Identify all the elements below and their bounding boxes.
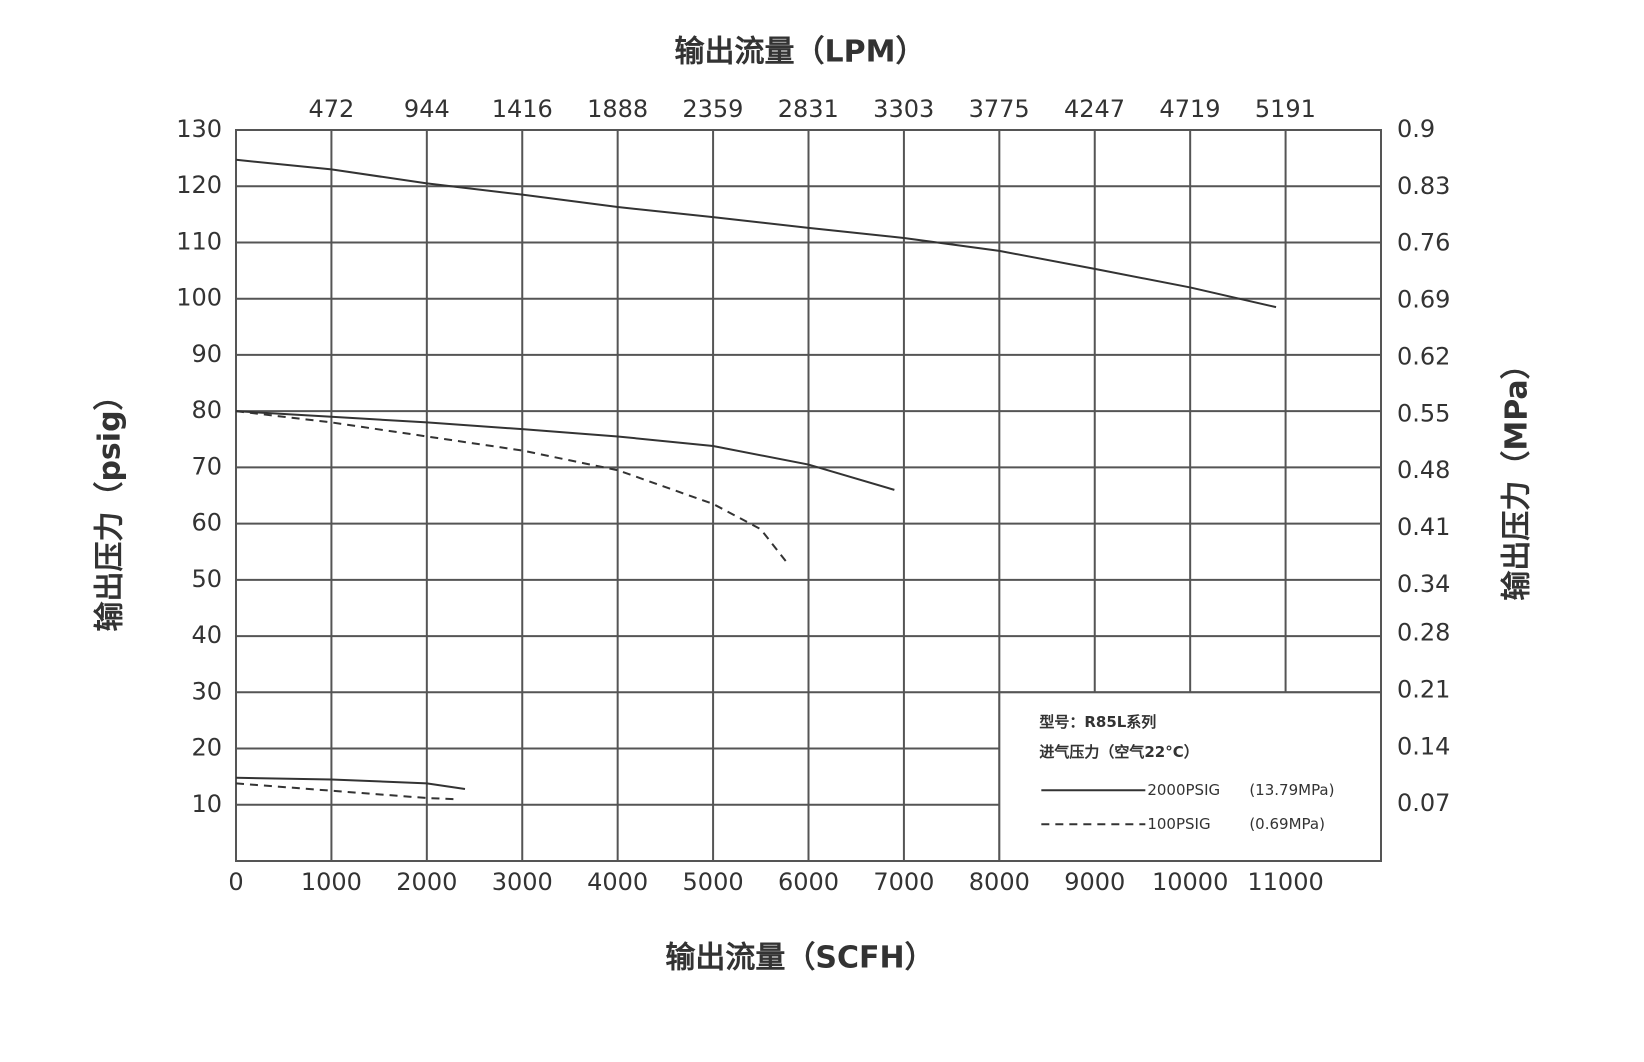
plot-frame — [235, 129, 1382, 862]
x-tick-label: 9000 — [1064, 868, 1125, 896]
series-line — [235, 410, 895, 491]
y2-tick-label: 0.21 — [1397, 675, 1450, 703]
y-tick-label: 110 — [176, 227, 222, 255]
y-tick-label: 80 — [191, 396, 222, 424]
top-axis-title: 输出流量（LPM） — [675, 35, 926, 70]
y2-tick-label: 0.55 — [1397, 399, 1450, 427]
x2-tick-label: 2831 — [778, 95, 839, 123]
x-tick-label: 8000 — [969, 868, 1030, 896]
x2-tick-label: 944 — [404, 95, 450, 123]
y2-tick-label: 0.07 — [1397, 789, 1450, 817]
y-tick-label: 120 — [176, 171, 222, 199]
x2-tick-label: 472 — [309, 95, 355, 123]
legend-title: 型号：R85L系列 — [1039, 713, 1156, 731]
x2-tick-label: 2359 — [682, 95, 743, 123]
x2-tick-label: 3303 — [873, 95, 934, 123]
y-tick-label: 40 — [191, 621, 222, 649]
y-tick-label: 20 — [191, 734, 222, 762]
x-tick-label: 10000 — [1152, 868, 1228, 896]
y2-tick-label: 0.9 — [1397, 115, 1435, 143]
x-tick-label: 6000 — [778, 868, 839, 896]
legend-subtitle: 进气压力（空气22°C） — [1039, 743, 1198, 761]
y2-tick-label: 0.41 — [1397, 513, 1450, 541]
y2-tick-label: 0.69 — [1397, 286, 1450, 314]
y2-tick-label: 0.28 — [1397, 619, 1450, 647]
x2-tick-label: 1416 — [492, 95, 553, 123]
legend-note: (13.79MPa) — [1249, 781, 1334, 799]
y2-axis-title: 输出压力（MPa） — [1500, 349, 1535, 600]
x-tick-label: 1000 — [301, 868, 362, 896]
y2-tick-label: 0.48 — [1397, 456, 1450, 484]
y-tick-label: 90 — [191, 340, 222, 368]
x-tick-label: 11000 — [1247, 868, 1323, 896]
x2-tick-label: 1888 — [587, 95, 648, 123]
y-tick-label: 100 — [176, 284, 222, 312]
x-tick-label: 2000 — [396, 868, 457, 896]
y2-tick-label: 0.83 — [1397, 172, 1450, 200]
x2-tick-label: 5191 — [1255, 95, 1316, 123]
x2-tick-label: 4719 — [1159, 95, 1220, 123]
legend-box — [998, 691, 1382, 862]
y2-tick-label: 0.34 — [1397, 570, 1450, 598]
y2-tick-label: 0.62 — [1397, 342, 1450, 370]
legend-label: 100PSIG — [1147, 815, 1210, 833]
y-tick-label: 30 — [191, 677, 222, 705]
y-axis-title: 输出压力（psig） — [93, 380, 128, 631]
x-tick-label: 5000 — [683, 868, 744, 896]
y-tick-label: 60 — [191, 509, 222, 537]
y-tick-label: 50 — [191, 565, 222, 593]
y2-tick-label: 0.14 — [1397, 732, 1450, 760]
y-tick-label: 70 — [191, 452, 222, 480]
x2-tick-label: 3775 — [969, 95, 1030, 123]
y-tick-label: 130 — [176, 115, 222, 143]
y-tick-label: 10 — [191, 790, 222, 818]
x-tick-label: 0 — [228, 868, 243, 896]
series-line — [235, 410, 791, 567]
series-line — [235, 782, 456, 801]
x-axis-title: 输出流量（SCFH） — [665, 941, 934, 976]
legend-label: 2000PSIG — [1147, 781, 1220, 799]
series-line — [235, 158, 1277, 309]
x-tick-label: 4000 — [587, 868, 648, 896]
series-line — [235, 776, 466, 791]
x-tick-label: 7000 — [873, 868, 934, 896]
x-tick-label: 3000 — [492, 868, 553, 896]
legend-note: (0.69MPa) — [1249, 815, 1325, 833]
x2-tick-label: 4247 — [1064, 95, 1125, 123]
y2-tick-label: 0.76 — [1397, 229, 1450, 257]
